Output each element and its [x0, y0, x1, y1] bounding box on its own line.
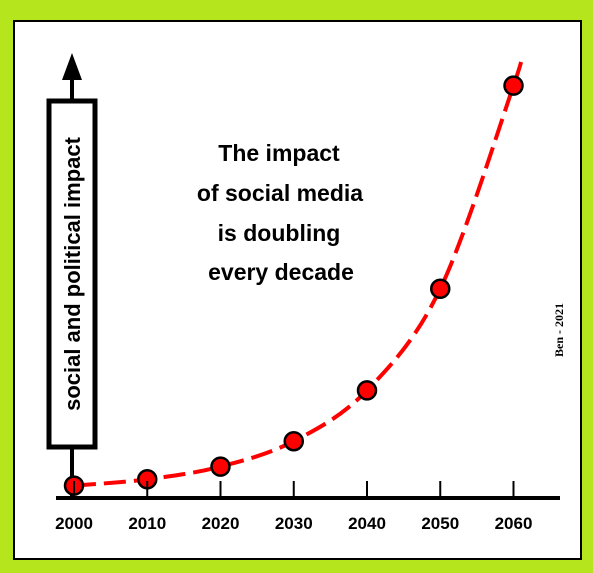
annotation-line-2: of social media	[197, 180, 363, 206]
annotation-line-4: every decade	[208, 259, 354, 285]
x-tick-label-2020: 2020	[202, 514, 240, 533]
series-line	[73, 55, 524, 488]
x-tick-label-2060: 2060	[495, 514, 533, 533]
x-tick-label-2010: 2010	[128, 514, 166, 533]
credit: Ben - 2021	[552, 303, 566, 357]
data-point-2040	[356, 380, 378, 401]
ylabel-box	[46, 98, 98, 450]
y-axis-label: social and political impact	[60, 136, 85, 411]
data-point-2050	[430, 278, 451, 300]
x-tick-label-2050: 2050	[421, 514, 459, 533]
annotation-line-1: The impact	[218, 140, 340, 166]
data-point-2020	[210, 456, 231, 477]
chart-panel: social and political impact The impact o…	[13, 20, 582, 560]
annotation-line-3: is doubling	[218, 220, 341, 246]
data-point-2030	[283, 430, 304, 452]
data-point-2060	[503, 75, 524, 96]
x-tick-label-2030: 2030	[275, 514, 313, 533]
annotation: The impact of social media is doubling e…	[197, 140, 363, 285]
series-layer	[63, 55, 524, 496]
x-tick-label-2000: 2000	[55, 514, 93, 533]
y-axis-arrowhead	[62, 53, 82, 80]
x-tick-label-2040: 2040	[348, 514, 386, 533]
x-tick-labels: 2000 2010 2020 2030 2040 2050 2060	[55, 481, 532, 533]
chart-svg: social and political impact The impact o…	[46, 53, 566, 533]
